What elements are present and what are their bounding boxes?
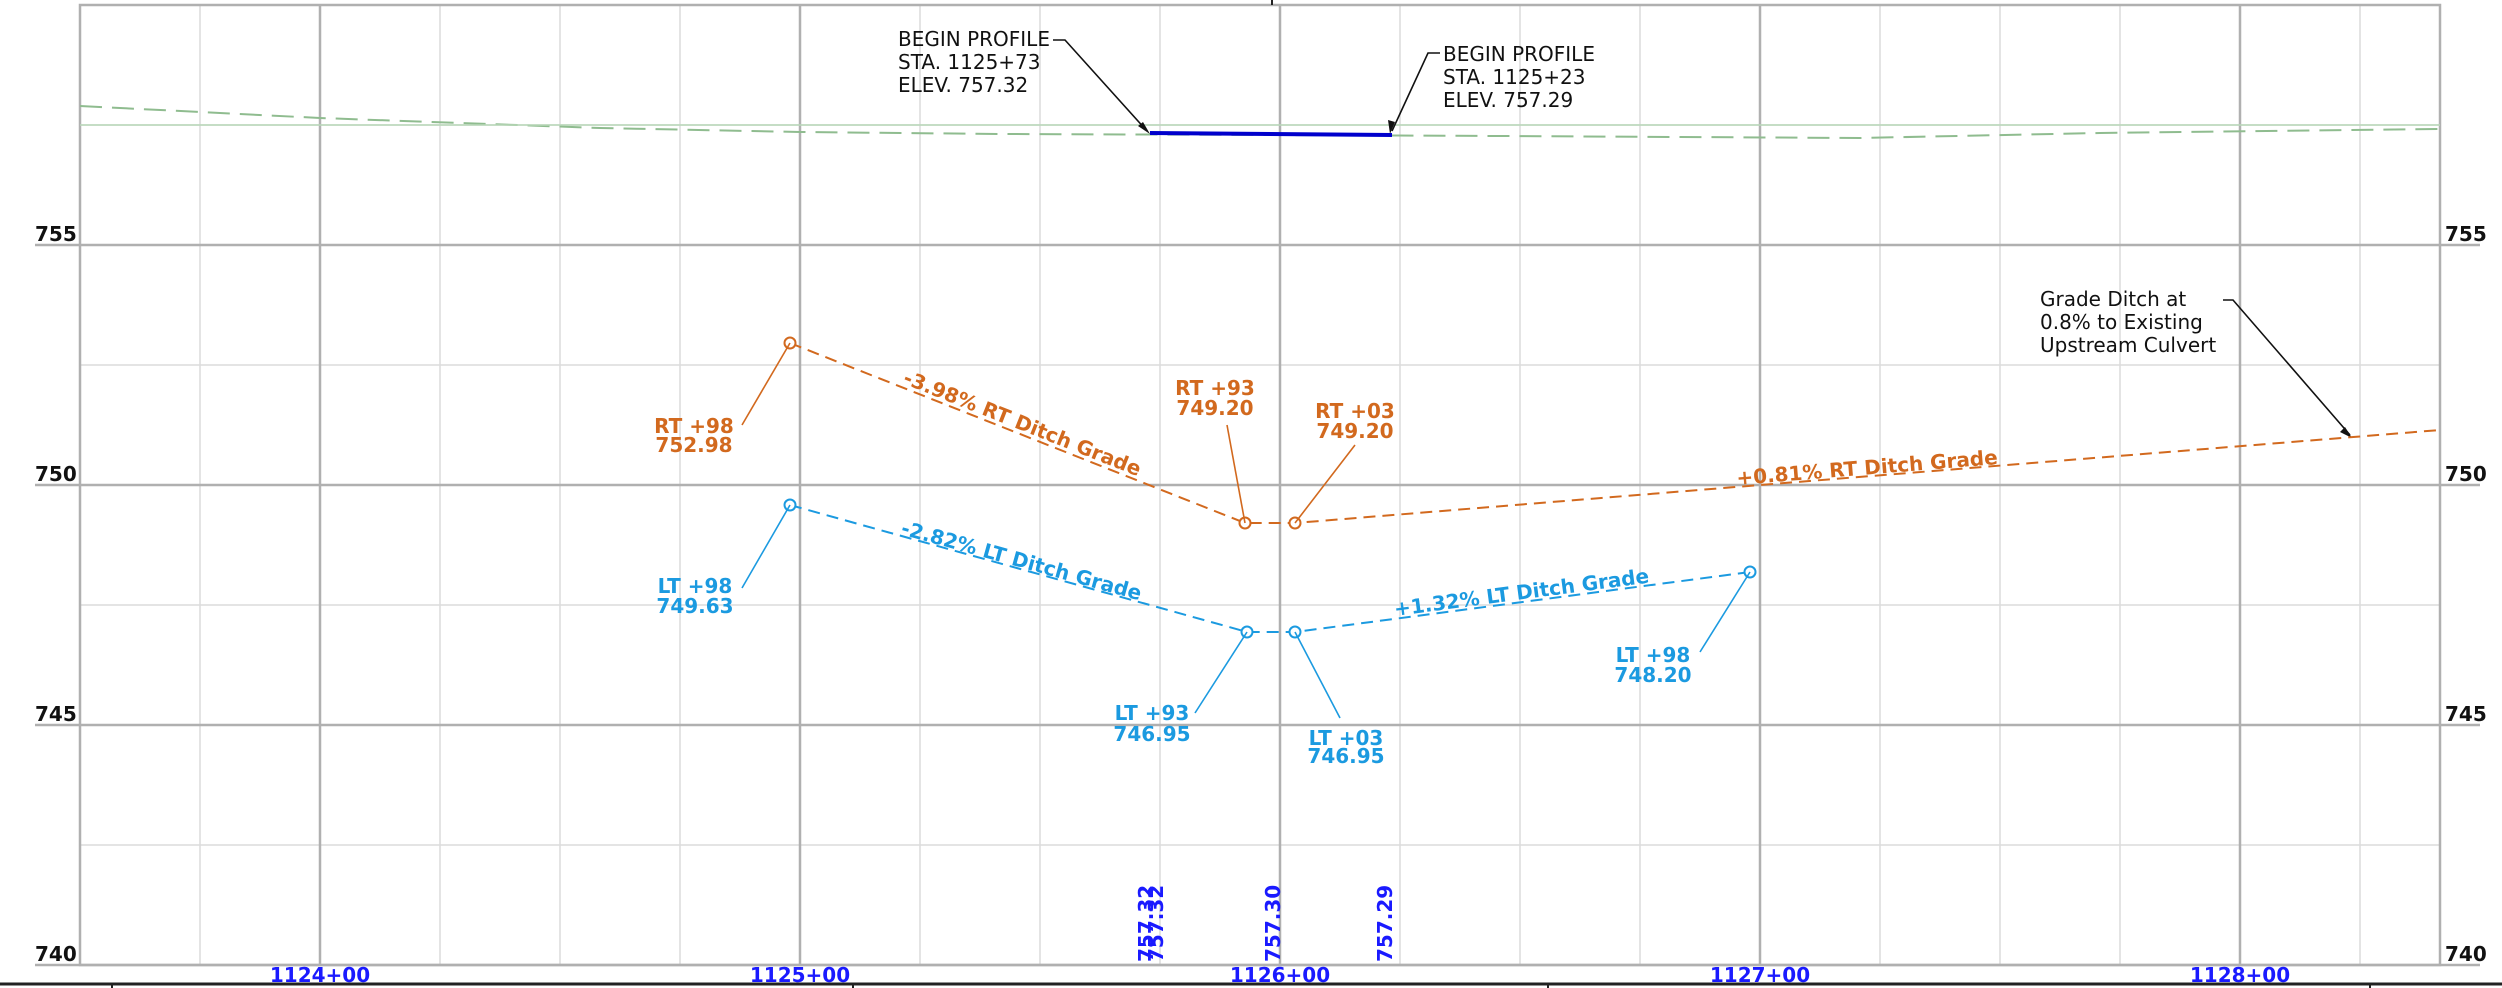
elev-label-755-left: 755 [35,222,77,246]
elev-label-745-right: 745 [2445,702,2487,726]
station-label-1127: 1127+00 [1710,963,1810,987]
profile-note-leaders [1053,39,2351,436]
station-label-1128: 1128+00 [2190,963,2290,987]
note-left-line1: BEGIN PROFILE [898,27,1050,51]
note-right-line1: BEGIN PROFILE [1443,42,1595,66]
lt-down-grade-label: -2.82% LT Ditch Grade [899,516,1145,606]
note-left-line2: STA. 1125+73 [898,50,1041,74]
arrow-heads [1138,120,2352,438]
note-right-line2: STA. 1125+23 [1443,65,1586,89]
lt-leaders [741,504,1751,719]
rt-03-elev: 749.20 [1316,419,1393,443]
elev-label-740-left: 740 [35,942,77,966]
elev-label-750-right: 750 [2445,462,2487,486]
rt-leaders [741,342,1356,524]
bottom-elev-3: 757.30 [1261,885,1285,962]
lt-03-elev: 746.95 [1307,744,1384,768]
note-right-line3: ELEV. 757.29 [1443,88,1573,112]
rt-93-label: RT +93 [1175,376,1255,400]
proposed-profile-line [1149,131,1393,137]
culvert-note: Grade Ditch at 0.8% to Existing Upstream… [2040,287,2216,357]
rt-98-left-elev: 752.98 [655,433,732,457]
begin-profile-note-right: BEGIN PROFILE STA. 1125+23 ELEV. 757.29 [1443,42,1595,112]
frame-ticks [111,984,2371,988]
bottom-elev-1: 757.32 [1134,885,1158,962]
station-label-1125: 1125+00 [750,963,850,987]
existing-ground-line [79,105,2441,140]
rt-98-left-label: RT +98 [654,414,734,438]
lt-ditch-line [789,504,1751,633]
lt-93-label: LT +93 [1115,701,1190,725]
culvert-note-line2: 0.8% to Existing [2040,310,2203,334]
rt-up-grade-label: +0.81% RT Ditch Grade [1735,445,1998,490]
elev-label-755-right: 755 [2445,222,2487,246]
lt-98-right-elev: 748.20 [1614,663,1691,687]
lt-98-right-label: LT +98 [1616,643,1691,667]
elev-label-740-right: 740 [2445,942,2487,966]
culvert-note-line3: Upstream Culvert [2040,333,2216,357]
culvert-note-line1: Grade Ditch at [2040,287,2186,311]
begin-profile-note-left: BEGIN PROFILE STA. 1125+73 ELEV. 757.32 [898,27,1050,97]
bottom-elev-2: 757.32 [1144,885,1168,962]
elev-label-745-left: 745 [35,702,77,726]
major-grid [35,5,2480,967]
lt-up-grade-label: +1.32% LT Ditch Grade [1393,564,1651,621]
rt-03-label: RT +03 [1315,399,1395,423]
plot-frame [78,3,2442,967]
rt-down-grade-label: -3.98% RT Ditch Grade [900,365,1145,481]
bottom-elev-4: 757.29 [1373,885,1397,962]
rt-93-elev: 749.20 [1176,396,1253,420]
station-label-1126: 1126+00 [1230,963,1330,987]
lt-03-label: LT +03 [1309,726,1384,750]
station-label-1124: 1124+00 [270,963,370,987]
lt-98-left-elev: 749.63 [656,594,733,618]
note-left-line3: ELEV. 757.32 [898,73,1028,97]
lt-93-elev: 746.95 [1113,722,1190,746]
elev-label-750-left: 750 [35,462,77,486]
lt-98-left-label: LT +98 [658,574,733,598]
